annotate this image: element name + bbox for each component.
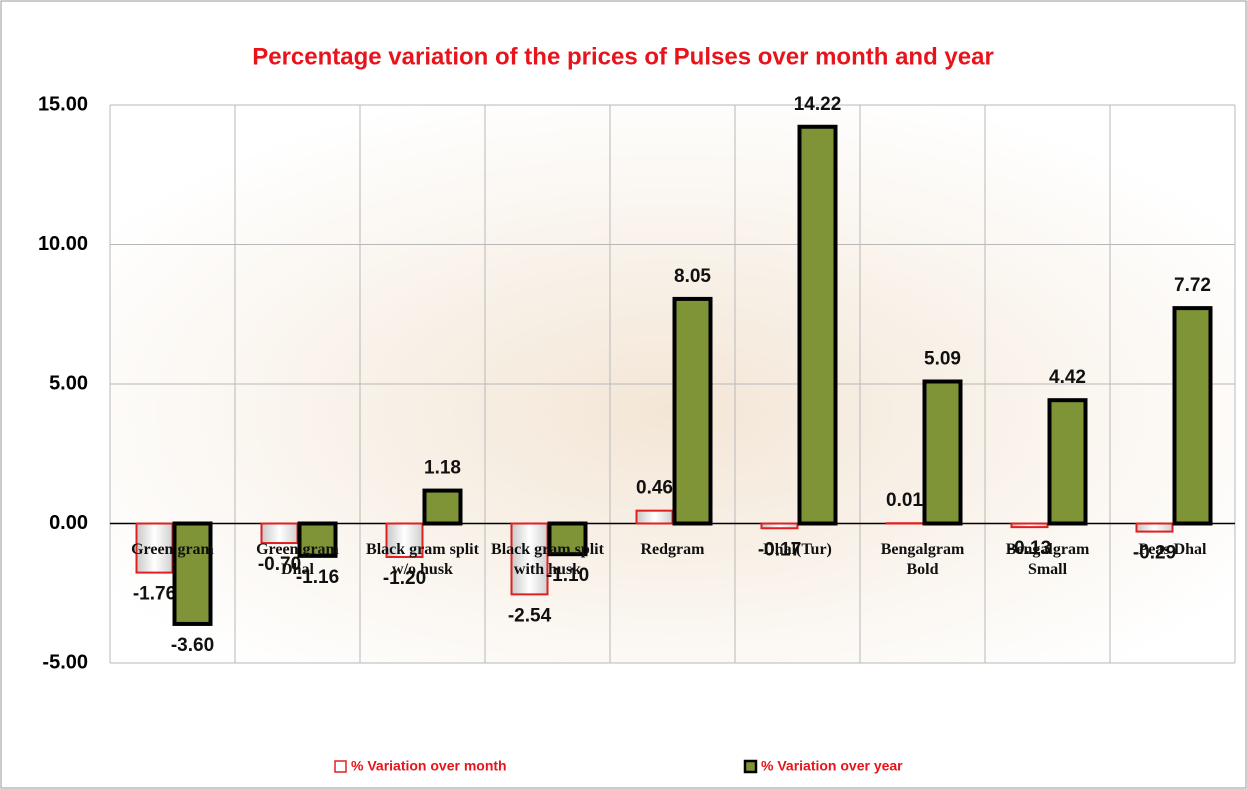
data-label: -1.10: [546, 565, 589, 586]
category-label-box: Redgram: [640, 540, 705, 558]
data-label: 0.46: [636, 478, 673, 499]
y-tick-label: 10.00: [38, 233, 88, 255]
data-label: 14.22: [794, 94, 842, 115]
bar: [422, 488, 463, 526]
bar: [635, 509, 674, 525]
data-label: -0.29: [1133, 543, 1176, 564]
x-tick-label: Green gram Dhal: [256, 540, 339, 578]
y-tick-label: 5.00: [49, 372, 88, 394]
bar: [1135, 522, 1174, 533]
data-label: -0.13: [1008, 538, 1051, 559]
bar: [760, 522, 799, 530]
bar: [1172, 306, 1213, 526]
category-label-box: Dhal(Tur): [763, 540, 832, 558]
category-label-box: Bengalgram Small: [1005, 540, 1090, 578]
legend-label: % Variation over month: [351, 758, 507, 774]
data-label: 5.09: [924, 349, 961, 370]
x-tick-label: Redgram: [640, 540, 705, 558]
bar: [172, 521, 213, 626]
legend-swatch: [334, 760, 347, 773]
data-label: 7.72: [1174, 275, 1211, 296]
legend-swatch: [743, 759, 758, 774]
category-label-box: Peas Dhal: [1138, 540, 1207, 558]
y-tick-label: -5.00: [42, 651, 88, 673]
legend-label: % Variation over year: [761, 758, 903, 774]
x-tick-label: Bengalgram Small: [1005, 540, 1090, 578]
bar: [385, 522, 424, 558]
category-label-box: Green gram: [131, 540, 214, 558]
data-label: -2.54: [508, 605, 552, 626]
bar: [510, 522, 549, 596]
data-label: -0.17: [758, 539, 801, 560]
x-tick-label: Black gram split w/o husk: [366, 540, 479, 578]
category-label-box: Black gram split with husk: [491, 540, 604, 578]
bar: [797, 124, 838, 526]
x-tick-label: Bengalgram Bold: [880, 540, 965, 578]
category-label-box: Bengalgram Bold: [880, 540, 965, 578]
data-label: 0.01: [886, 490, 923, 511]
bar: [922, 379, 963, 526]
data-label: -1.76: [133, 584, 176, 605]
bar: [135, 522, 174, 574]
data-label: 4.42: [1049, 367, 1086, 388]
data-label: 8.05: [674, 266, 711, 287]
y-tick-label: 0.00: [49, 512, 88, 534]
bar: [297, 521, 338, 558]
chart-title: Percentage variation of the prices of Pu…: [252, 43, 994, 70]
data-label: -1.20: [383, 568, 426, 589]
data-label: -3.60: [171, 635, 214, 656]
x-tick-label: Peas Dhal: [1138, 540, 1207, 558]
bar: [1010, 522, 1049, 529]
category-label-box: Black gram split w/o husk: [366, 540, 479, 578]
category-label-box: Green gram Dhal: [256, 540, 339, 578]
data-label: -1.16: [296, 567, 339, 588]
x-tick-label: Dhal(Tur): [763, 540, 832, 558]
bar: [1047, 398, 1088, 526]
data-label: -0.70: [258, 554, 301, 575]
y-tick-label: 15.00: [38, 93, 88, 115]
x-tick-label: Green gram: [131, 540, 214, 558]
bar: [672, 296, 713, 526]
data-label: 1.18: [424, 458, 461, 479]
x-tick-label: Black gram split with husk: [491, 540, 604, 578]
bar: [547, 521, 588, 557]
